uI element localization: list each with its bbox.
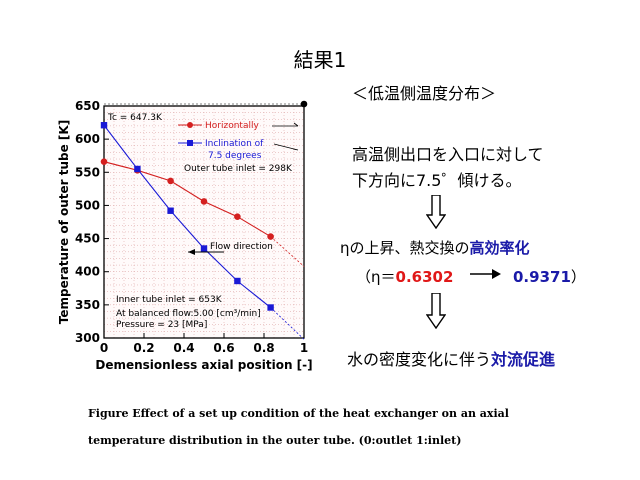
x-tick-label: 1 bbox=[300, 341, 308, 355]
flow-direction-label: Flow direction bbox=[210, 242, 273, 252]
plot-frame bbox=[103, 105, 305, 339]
description-line-1: 高温側出口を入口に対して bbox=[352, 145, 544, 164]
data-point bbox=[100, 158, 108, 165]
outer-inlet-label: Outer tube inlet = 298K bbox=[184, 164, 293, 174]
axis-ticks: 300 350 400 450 500 550 600 650 0 0.2 0.4 0.6 0.8 1 De… bbox=[57, 99, 313, 372]
data-point bbox=[134, 165, 141, 173]
data-point bbox=[100, 122, 108, 129]
description: 高温側出口を入口に対して 下方向に7.5゜傾ける。 bbox=[352, 142, 544, 194]
legend-label-inclined-1: Inclination of bbox=[205, 139, 264, 149]
right-arrow-icon bbox=[470, 269, 501, 279]
data-point bbox=[234, 277, 241, 285]
data-point bbox=[167, 207, 174, 214]
data-point bbox=[200, 245, 208, 252]
result-prefix: ηの上昇、熱交換の bbox=[340, 239, 470, 257]
temperature-chart: 300 350 400 450 500 550 600 650 0 0.2 0.4 0.6 0.8 1 De… bbox=[57, 99, 313, 372]
pressure-label: Pressure = 23 [MPa] bbox=[116, 320, 207, 330]
x-tick-label: 0.2 bbox=[133, 341, 154, 355]
data-point bbox=[267, 304, 274, 311]
inner-inlet-label: Inner tube inlet = 653K bbox=[116, 295, 223, 305]
data-point bbox=[267, 233, 274, 240]
legend-label-horizontal: Horizontally bbox=[205, 121, 259, 131]
legend-label-inclined-2: 7.5 degrees bbox=[208, 151, 262, 161]
y-tick-label: 400 bbox=[75, 265, 100, 279]
y-tick-label: 650 bbox=[75, 99, 100, 113]
slide-title: 結果1 bbox=[293, 48, 347, 72]
section-heading: ＜低温側温度分布＞ bbox=[352, 84, 497, 103]
x-tick-label: 0 bbox=[100, 341, 108, 355]
eta-line: （η＝0.6302 bbox=[356, 266, 453, 287]
down-arrow-icon bbox=[426, 293, 446, 329]
eta-to-line: 0.9371） bbox=[513, 266, 586, 287]
eta-suffix: ） bbox=[570, 268, 586, 286]
y-tick-label: 300 bbox=[75, 331, 100, 345]
water-prefix: 水の密度変化に伴う bbox=[347, 350, 492, 369]
series-line bbox=[103, 124, 271, 308]
water-emphasis: 対流促進 bbox=[491, 350, 556, 369]
eta-prefix: （η＝ bbox=[356, 268, 396, 286]
x-tick-label: 0.4 bbox=[173, 341, 194, 355]
series-markers bbox=[100, 100, 308, 311]
y-tick-label: 450 bbox=[75, 232, 100, 246]
caption-line-2: temperature distribution in the outer tu… bbox=[88, 434, 462, 447]
x-axis-label: Demensionless axial position [-] bbox=[95, 358, 312, 372]
result-line: ηの上昇、熱交換の高効率化 bbox=[340, 237, 530, 258]
legend-marker-horizontal bbox=[187, 122, 193, 128]
annotations: Tc = 647.3K Horizontally Inclination of 7.5… bbox=[107, 113, 299, 330]
eta-to: 0.9371 bbox=[513, 268, 571, 286]
data-point bbox=[234, 213, 241, 220]
flow-arrow-head bbox=[188, 249, 195, 255]
x-tick-label: 0.8 bbox=[253, 341, 274, 355]
grid bbox=[103, 105, 305, 339]
caption-line-1: Figure Effect of a set up condition of t… bbox=[88, 407, 509, 420]
legend-tube-icon bbox=[272, 122, 299, 127]
y-tick-label: 550 bbox=[75, 165, 100, 179]
y-tick-label: 600 bbox=[75, 132, 100, 146]
data-point bbox=[200, 198, 208, 205]
series-lines bbox=[103, 124, 271, 308]
y-axis-label: Temperature of outer tube [K] bbox=[57, 120, 71, 324]
extrapolation-lines bbox=[104, 103, 305, 340]
data-point bbox=[167, 177, 174, 185]
inlet-point bbox=[300, 100, 308, 108]
tc-label: Tc = 647.3K bbox=[107, 113, 163, 123]
extrapolation-line bbox=[270, 236, 305, 267]
legend-tube-icon-inclined bbox=[273, 143, 299, 151]
x-tick-label: 0.6 bbox=[213, 341, 234, 355]
water-line: 水の密度変化に伴う対流促進 bbox=[347, 346, 555, 370]
balanced-flow-label: At balanced flow:5.00 [cm³/min] bbox=[116, 309, 261, 319]
legend-marker-inclined bbox=[187, 140, 193, 146]
series-line bbox=[103, 161, 271, 238]
description-line-2: 下方向に7.5゜傾ける。 bbox=[352, 171, 522, 190]
down-arrow-icon bbox=[426, 195, 446, 229]
eta-from: 0.6302 bbox=[395, 268, 454, 286]
result-emphasis: 高効率化 bbox=[469, 239, 530, 257]
y-tick-label: 350 bbox=[75, 298, 100, 312]
plot-area bbox=[104, 106, 304, 338]
y-tick-label: 500 bbox=[75, 198, 100, 212]
